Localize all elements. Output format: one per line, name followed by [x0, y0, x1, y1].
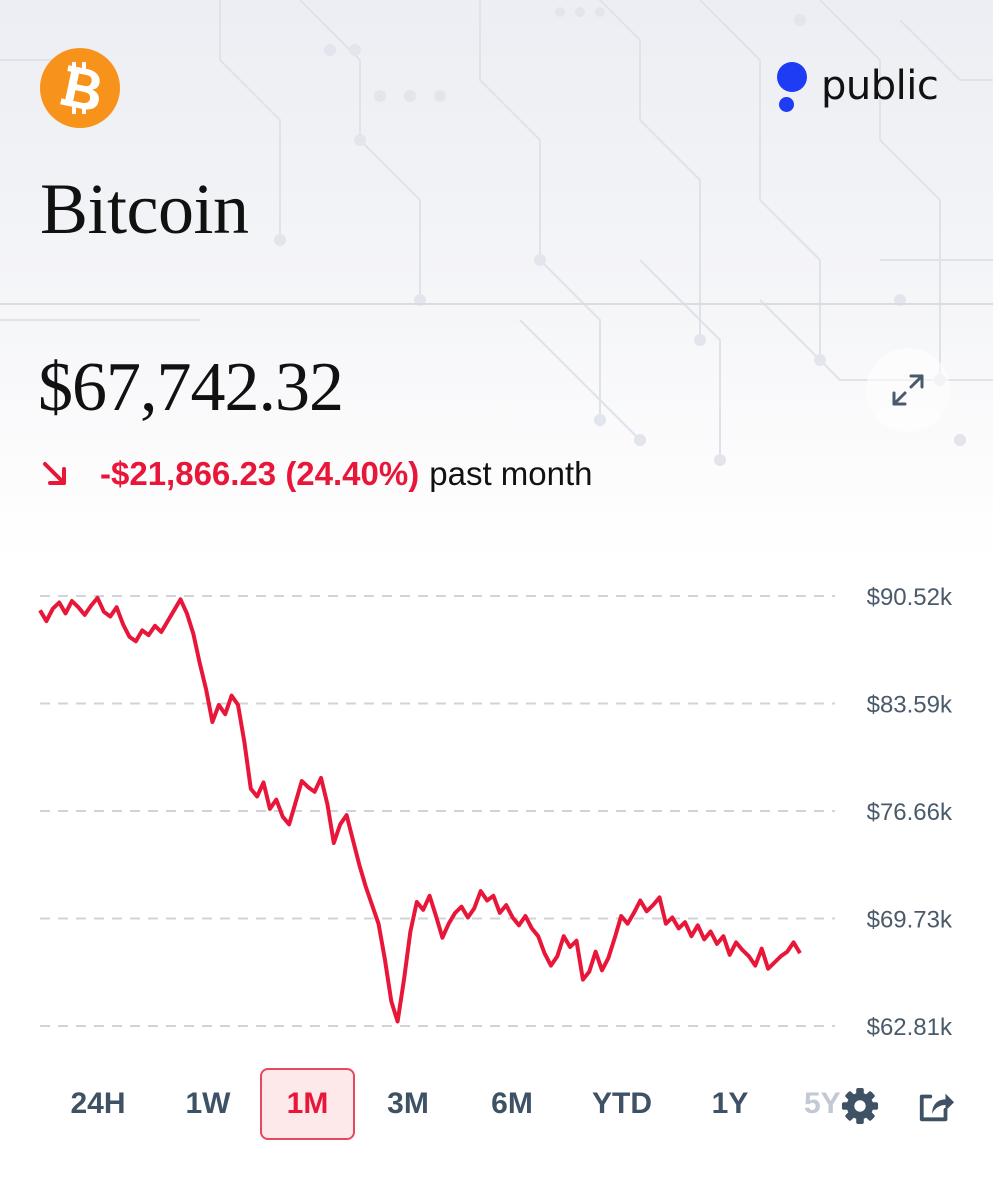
asset-title: Bitcoin: [40, 169, 249, 249]
range-ytd[interactable]: YTD: [576, 1068, 668, 1140]
range-label: 1Y: [711, 1087, 749, 1120]
share-icon: [919, 1093, 955, 1122]
range-1w[interactable]: 1W: [162, 1068, 254, 1140]
circuit-pattern: [0, 0, 993, 466]
price-chart[interactable]: $90.52k $83.59k $76.66k $69.73k $62.81k: [0, 560, 993, 1050]
header-divider: [0, 303, 993, 305]
range-1m[interactable]: 1M: [260, 1068, 355, 1140]
y-tick-label: $69.73k: [867, 907, 953, 934]
range-label: 6M: [491, 1087, 533, 1120]
range-6m[interactable]: 6M: [466, 1068, 558, 1140]
y-tick-label: $76.66k: [867, 799, 953, 826]
range-label: 1W: [185, 1087, 231, 1120]
price-chart-svg: $90.52k $83.59k $76.66k $69.73k $62.81k: [38, 584, 953, 1041]
down-arrow-icon: [40, 459, 70, 489]
current-price: $67,742.32: [38, 349, 344, 426]
y-tick-label: $83.59k: [867, 692, 953, 719]
range-1y[interactable]: 1Y: [684, 1068, 776, 1140]
range-24h[interactable]: 24H: [52, 1068, 144, 1140]
range-label: 5Y: [804, 1087, 841, 1120]
public-logo-mark: [775, 62, 809, 114]
expand-icon: [892, 374, 924, 406]
public-logo: public: [775, 60, 939, 116]
header-background: [0, 0, 993, 560]
expand-chart-button[interactable]: [866, 348, 950, 432]
share-button[interactable]: [916, 1086, 956, 1126]
range-5y[interactable]: 5Y: [790, 1068, 848, 1140]
y-tick-label: $62.81k: [867, 1014, 953, 1041]
range-label: 3M: [387, 1087, 429, 1120]
brand-name: public: [821, 63, 939, 109]
range-selector: 24H 1W 1M 3M 6M YTD 1Y 5Y: [0, 1068, 993, 1142]
price-change-row: -$21,866.23 (24.40%) past month: [40, 452, 593, 496]
y-tick-label: $90.52k: [867, 584, 953, 611]
gear-icon: [841, 1087, 879, 1125]
range-label: 1M: [286, 1087, 329, 1120]
range-label: 24H: [70, 1087, 126, 1120]
range-label: YTD: [592, 1087, 652, 1120]
price-line: [38, 595, 802, 1024]
range-3m[interactable]: 3M: [362, 1068, 454, 1140]
price-change-period: past month: [429, 455, 593, 492]
price-change-value: -$21,866.23 (24.40%): [100, 455, 420, 492]
bitcoin-icon: [40, 48, 120, 128]
settings-button[interactable]: [840, 1086, 880, 1126]
